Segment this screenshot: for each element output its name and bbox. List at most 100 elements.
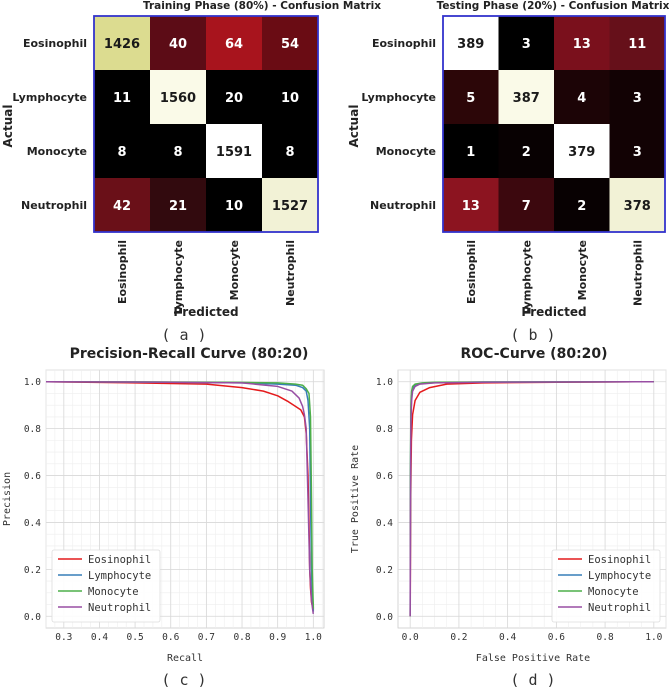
- matrix-a-cell: [262, 124, 318, 178]
- pr-title: Precision-Recall Curve (80:20): [70, 346, 309, 362]
- matrix-b-value: 2: [577, 199, 586, 214]
- pr-legend-label: Neutrophil: [88, 602, 151, 614]
- matrix-b-cell: [554, 70, 610, 124]
- matrix-a-row-label: Lymphocyte: [12, 91, 87, 104]
- matrix-a-cell: [94, 16, 150, 70]
- matrix-a-cell: [262, 70, 318, 124]
- matrix-b-value: 1: [466, 145, 475, 160]
- matrix-b-cell: [498, 16, 554, 70]
- matrix-b-row-label: Eosinophil: [372, 37, 436, 50]
- pr-x-tick-label: 0.6: [162, 632, 179, 643]
- pr-x-tick-label: 0.3: [55, 632, 72, 643]
- pr-series-neutrophil: [45, 380, 315, 615]
- roc-y-tick-label: 1.0: [376, 377, 393, 388]
- roc-x-tick-label: 0.2: [450, 632, 467, 643]
- matrix-a-cell: [150, 124, 206, 178]
- roc-legend-label: Eosinophil: [588, 554, 651, 566]
- matrix-b-cell: [443, 124, 499, 178]
- matrix-a-col-label: Neutrophil: [284, 240, 297, 306]
- matrix-a-value: 1591: [216, 145, 252, 160]
- matrix-a-cell: [94, 178, 150, 232]
- matrix-b-row-label: Neutrophil: [370, 199, 436, 212]
- panel-label-d: ( d ): [510, 671, 555, 689]
- matrix-a-row-label: Monocyte: [27, 145, 87, 158]
- matrix-b-row-label: Lymphocyte: [361, 91, 436, 104]
- matrix-a-cell: [262, 178, 318, 232]
- matrix-b-value: 3: [633, 91, 642, 106]
- matrix-b-value: 3: [522, 37, 531, 52]
- matrix-b-cell: [498, 70, 554, 124]
- matrix-b-value: 5: [466, 91, 475, 106]
- pr-x-tick-label: 0.9: [269, 632, 286, 643]
- matrix-a-value: 42: [113, 199, 131, 214]
- pr-x-tick-label: 0.5: [127, 632, 144, 643]
- matrix-a-value: 40: [169, 37, 187, 52]
- matrix-a-value: 20: [225, 91, 243, 106]
- matrix-b-cell: [609, 124, 665, 178]
- matrix-b-value: 11: [628, 37, 646, 52]
- matrix-a-value: 1560: [160, 91, 196, 106]
- matrix-a-col-label: Eosinophil: [116, 240, 129, 304]
- matrix-b-cell: [609, 70, 665, 124]
- matrix-a-value: 1426: [104, 37, 140, 52]
- matrix-a-cell: [150, 16, 206, 70]
- matrix-b-title: Testing Phase (20%) - Confusion Matrix: [437, 0, 669, 12]
- matrix-a-col-label: Monocyte: [228, 240, 241, 300]
- matrix-b-value: 13: [462, 199, 480, 214]
- roc-chart: ROC-Curve (80:20) 0.0 0.2 0.4 0.6 0.8 1.0 0.0 0…: [350, 346, 667, 689]
- matrix-b-value: 389: [457, 37, 484, 52]
- roc-x-tick-label: 0.0: [402, 632, 419, 643]
- roc-legend: Eosinophil Lymphocyte Monocyte Neutrophil: [551, 549, 661, 623]
- matrix-b-cell: [498, 178, 554, 232]
- matrix-b-xlabel: Predicted: [521, 305, 586, 319]
- matrix-a-cell: [150, 70, 206, 124]
- pr-xlabel: Recall: [167, 653, 203, 664]
- matrix-a-col-label: Lymphocyte: [172, 240, 185, 315]
- roc-y-tick-label: 0.4: [376, 518, 393, 529]
- roc-x-tick-label: 1.0: [645, 632, 662, 643]
- roc-legend-label: Neutrophil: [588, 602, 651, 614]
- pr-y-tick-label: 0.8: [24, 424, 41, 435]
- matrix-a-cell: [94, 124, 150, 178]
- matrix-b-cell: [443, 178, 499, 232]
- pr-x-tick-label: 0.7: [198, 632, 215, 643]
- matrix-b-cell: [443, 70, 499, 124]
- matrix-a-cell: [94, 70, 150, 124]
- matrix-b-cell: [554, 16, 610, 70]
- matrix-a-value: 10: [281, 91, 299, 106]
- pr-x-tick-label: 1.0: [305, 632, 322, 643]
- matrix-b-frame: [442, 15, 666, 233]
- pr-x-tick-label: 0.4: [91, 632, 108, 643]
- pr-y-tick-label: 0.6: [24, 471, 41, 482]
- roc-legend-label: Lymphocyte: [588, 570, 651, 582]
- pr-legend-label: Eosinophil: [88, 554, 151, 566]
- roc-y-tick-label: 0.6: [376, 471, 393, 482]
- matrix-b-row-label: Monocyte: [376, 145, 436, 158]
- pr-legend-label: Lymphocyte: [88, 570, 151, 582]
- matrix-a-cell: [262, 16, 318, 70]
- pr-legend: Eosinophil Lymphocyte Monocyte Neutrophil: [51, 549, 161, 623]
- matrix-b-col-label: Neutrophil: [631, 240, 644, 306]
- matrix-b-cell: [609, 178, 665, 232]
- pr-legend-label: Monocyte: [88, 586, 139, 598]
- matrix-b-col-label: Monocyte: [576, 240, 589, 300]
- matrix-b-cell: [498, 124, 554, 178]
- matrix-b-col-label: Eosinophil: [465, 240, 478, 304]
- roc-y-tick-label: 0.8: [376, 424, 393, 435]
- matrix-b-value: 4: [577, 91, 586, 106]
- matrix-a-xlabel: Predicted: [173, 305, 238, 319]
- testing-confusion-matrix: Testing Phase (20%) - Confusion Matrix A…: [347, 0, 669, 344]
- matrix-a-value: 10: [225, 199, 243, 214]
- roc-x-tick-label: 0.8: [597, 632, 614, 643]
- matrix-a-value: 8: [173, 145, 182, 160]
- matrix-a-cell: [150, 178, 206, 232]
- matrix-b-cell: [443, 16, 499, 70]
- training-confusion-matrix: Training Phase (80%) - Confusion Matrix …: [1, 0, 381, 344]
- panel-label-b: ( b ): [510, 326, 555, 344]
- matrix-a-frame: [93, 15, 319, 233]
- roc-y-tick-label: 0.2: [376, 565, 393, 576]
- matrix-b-value: 3: [633, 145, 642, 160]
- pr-series-monocyte: [45, 380, 315, 610]
- roc-y-tick-label: 0.0: [376, 612, 393, 623]
- roc-legend-label: Monocyte: [588, 586, 639, 598]
